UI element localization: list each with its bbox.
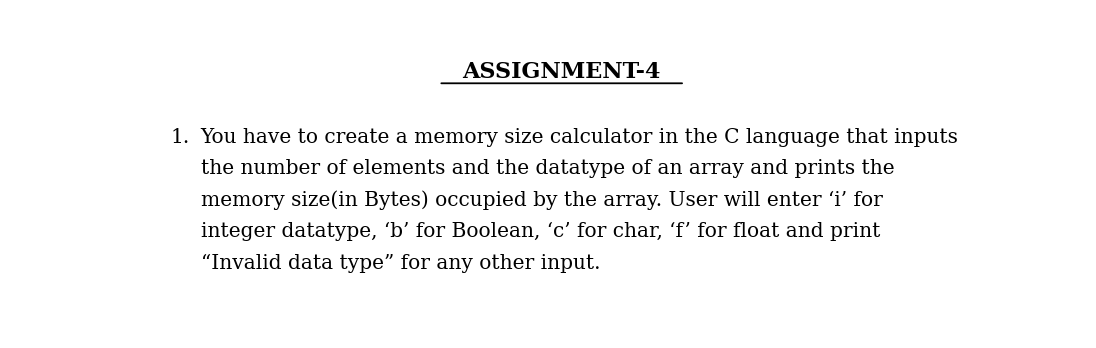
Text: You have to create a memory size calculator in the C language that inputs: You have to create a memory size calcula… <box>201 127 959 147</box>
Text: integer datatype, ‘b’ for Boolean, ‘c’ for char, ‘f’ for float and print: integer datatype, ‘b’ for Boolean, ‘c’ f… <box>201 222 880 242</box>
Text: memory size(in Bytes) occupied by the array. User will enter ‘i’ for: memory size(in Bytes) occupied by the ar… <box>201 191 882 211</box>
Text: 1.: 1. <box>171 127 191 147</box>
Text: “Invalid data type” for any other input.: “Invalid data type” for any other input. <box>201 254 601 273</box>
Text: ASSIGNMENT-4: ASSIGNMENT-4 <box>463 61 661 82</box>
Text: the number of elements and the datatype of an array and prints the: the number of elements and the datatype … <box>201 159 894 178</box>
